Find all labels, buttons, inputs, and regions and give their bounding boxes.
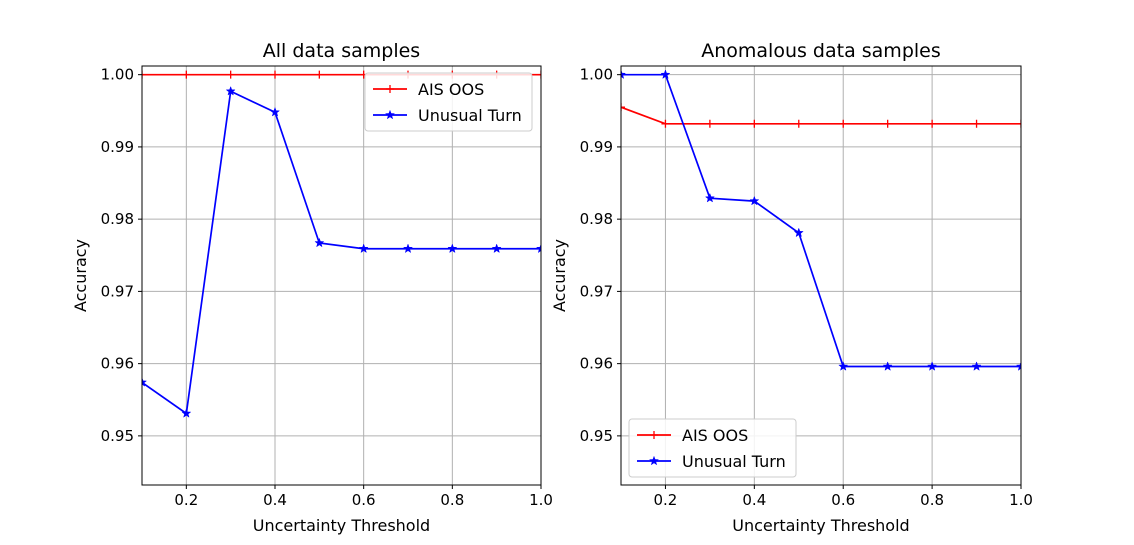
x-tick-label: 0.6 — [831, 491, 855, 509]
data-point — [402, 243, 414, 254]
series-ais-oos — [621, 103, 1021, 128]
legend-box — [628, 418, 797, 478]
y-tick-label: 0.96 — [101, 355, 134, 373]
y-tick-label: 1.00 — [580, 66, 613, 84]
series-line — [621, 73, 1021, 368]
data-point — [621, 69, 627, 79]
data-point — [142, 377, 148, 387]
data-point — [928, 119, 937, 128]
x-tick-label: 0.4 — [263, 491, 287, 509]
data-point — [271, 70, 279, 79]
data-point — [704, 192, 715, 203]
series-unusual-turn — [621, 69, 1021, 371]
y-tick-label: 0.98 — [101, 210, 134, 228]
plot-frame — [620, 65, 1022, 486]
data-point — [883, 119, 892, 128]
data-point — [971, 361, 982, 371]
series-line — [621, 106, 1021, 125]
x-tick-label: 1.0 — [529, 491, 553, 509]
data-point — [882, 361, 893, 371]
data-point — [1015, 361, 1021, 371]
x-tick-label: 0.8 — [440, 491, 464, 509]
y-tick-label: 0.96 — [580, 355, 613, 373]
data-point — [972, 119, 981, 128]
data-point — [225, 85, 236, 96]
data-point — [358, 243, 369, 254]
y-tick-label: 0.99 — [101, 138, 134, 156]
legend-entry: AIS OOS — [682, 426, 748, 445]
legend-box — [364, 72, 533, 132]
data-point — [838, 361, 849, 371]
x-tick-label: 0.4 — [742, 491, 766, 509]
y-tick-label: 0.99 — [580, 138, 613, 156]
y-axis-label: Accuracy — [71, 239, 90, 312]
data-point — [181, 408, 192, 418]
chart-title: All data samples — [263, 40, 420, 62]
legend-entry: Unusual Turn — [418, 106, 522, 125]
data-point — [750, 119, 759, 128]
data-point — [705, 119, 714, 128]
series-unusual-turn — [142, 85, 541, 418]
legend-entry: Unusual Turn — [682, 452, 786, 471]
y-tick-label: 1.00 — [101, 66, 134, 84]
legend-entry: AIS OOS — [418, 80, 484, 99]
x-tick-label: 1.0 — [1009, 491, 1033, 509]
data-point — [314, 237, 325, 248]
data-point — [491, 243, 502, 254]
data-point — [269, 106, 281, 117]
legend: AIS OOS Unusual Turn — [628, 418, 797, 478]
data-point — [226, 70, 235, 79]
data-point — [537, 70, 541, 79]
y-tick-label: 0.97 — [101, 282, 134, 300]
data-point — [315, 70, 324, 79]
data-point — [182, 70, 191, 79]
data-point — [660, 69, 671, 79]
series-line — [142, 90, 541, 415]
data-point — [839, 119, 848, 128]
data-point — [661, 119, 670, 128]
data-point — [1017, 119, 1021, 128]
data-point — [927, 361, 938, 371]
chart-panel-1: 0.2 0.4 0.6 0.8 1.0 0.95 0.96 0.97 0.98 0.99 1.00 A… — [71, 40, 553, 535]
data-point — [794, 119, 803, 128]
chart-title: Anomalous data samples — [701, 40, 941, 62]
legend-marker — [648, 455, 660, 466]
x-axis-label: Uncertainty Threshold — [732, 516, 909, 535]
chart-panel-2: 0.2 0.4 0.6 0.8 1.0 0.95 0.96 0.97 0.98 0.99 1.00 A… — [550, 40, 1033, 535]
y-tick-label: 0.95 — [580, 427, 613, 445]
y-axis-label: Accuracy — [550, 239, 569, 312]
data-point — [749, 195, 760, 206]
legend-marker — [386, 85, 394, 93]
legend-marker — [650, 431, 658, 439]
x-tick-label: 0.2 — [654, 491, 678, 509]
x-tick-label: 0.6 — [352, 491, 376, 509]
x-axis-label: Uncertainty Threshold — [253, 516, 430, 535]
legend: AIS OOS Unusual Turn — [364, 72, 533, 132]
data-point — [142, 70, 146, 79]
data-point — [621, 103, 625, 112]
y-tick-label: 0.95 — [101, 427, 134, 445]
data-point — [793, 227, 804, 238]
y-tick-label: 0.97 — [580, 282, 613, 300]
data-point — [447, 243, 458, 254]
x-tick-label: 0.2 — [174, 491, 198, 509]
data-point — [535, 243, 541, 254]
legend-marker — [384, 109, 396, 120]
plot-frame — [141, 65, 542, 486]
x-tick-label: 0.8 — [920, 491, 944, 509]
y-tick-label: 0.98 — [580, 210, 613, 228]
